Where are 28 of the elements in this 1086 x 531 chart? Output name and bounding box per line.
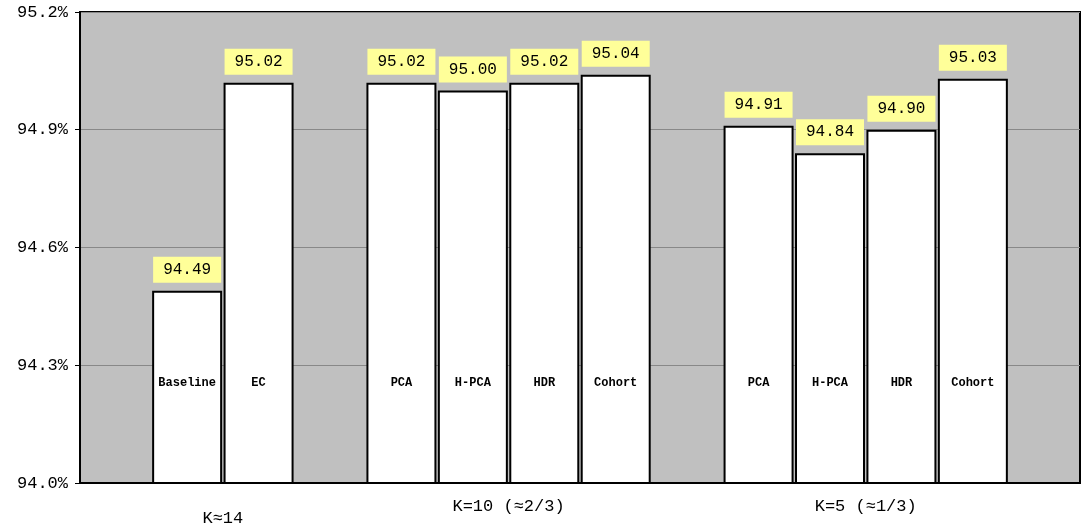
text: K=5 (≈1/3) [814, 496, 917, 516]
text: K=10 (≈2/3) [452, 496, 565, 516]
text: K≈14 [202, 508, 244, 528]
x-tick-label: H-PCA [454, 376, 492, 390]
x-tick-label: PCA [747, 376, 771, 390]
x-tick-label: HDR [890, 376, 914, 390]
x-tick-label: HDR [533, 376, 556, 390]
y-tick-label: 94.0% [16, 473, 69, 493]
data-label: 94.49 [163, 260, 212, 279]
x-tick-label: Cohort [951, 376, 995, 390]
data-label: 95.02 [377, 52, 426, 71]
data-label: 95.00 [448, 60, 497, 79]
x-tick-label: Cohort [594, 376, 638, 390]
x-tick-label: EC [251, 376, 266, 390]
x-tick-label: H-PCA [811, 376, 849, 390]
y-tick-label: 94.9% [16, 120, 69, 140]
x-tick-label: PCA [390, 376, 414, 390]
data-label: 94.84 [805, 123, 855, 142]
data-label: 94.90 [877, 99, 926, 118]
data-label: 95.03 [948, 48, 997, 67]
data-label: 94.91 [734, 95, 783, 114]
y-tick-label: 95.2% [16, 2, 69, 22]
data-label: 95.04 [591, 44, 640, 63]
x-tick-label: Baseline [158, 376, 216, 390]
data-label: 95.02 [520, 52, 569, 71]
y-tick-label: 94.6% [16, 238, 69, 257]
y-tick-label: 94.3% [16, 355, 69, 375]
data-label: 95.02 [234, 52, 283, 71]
